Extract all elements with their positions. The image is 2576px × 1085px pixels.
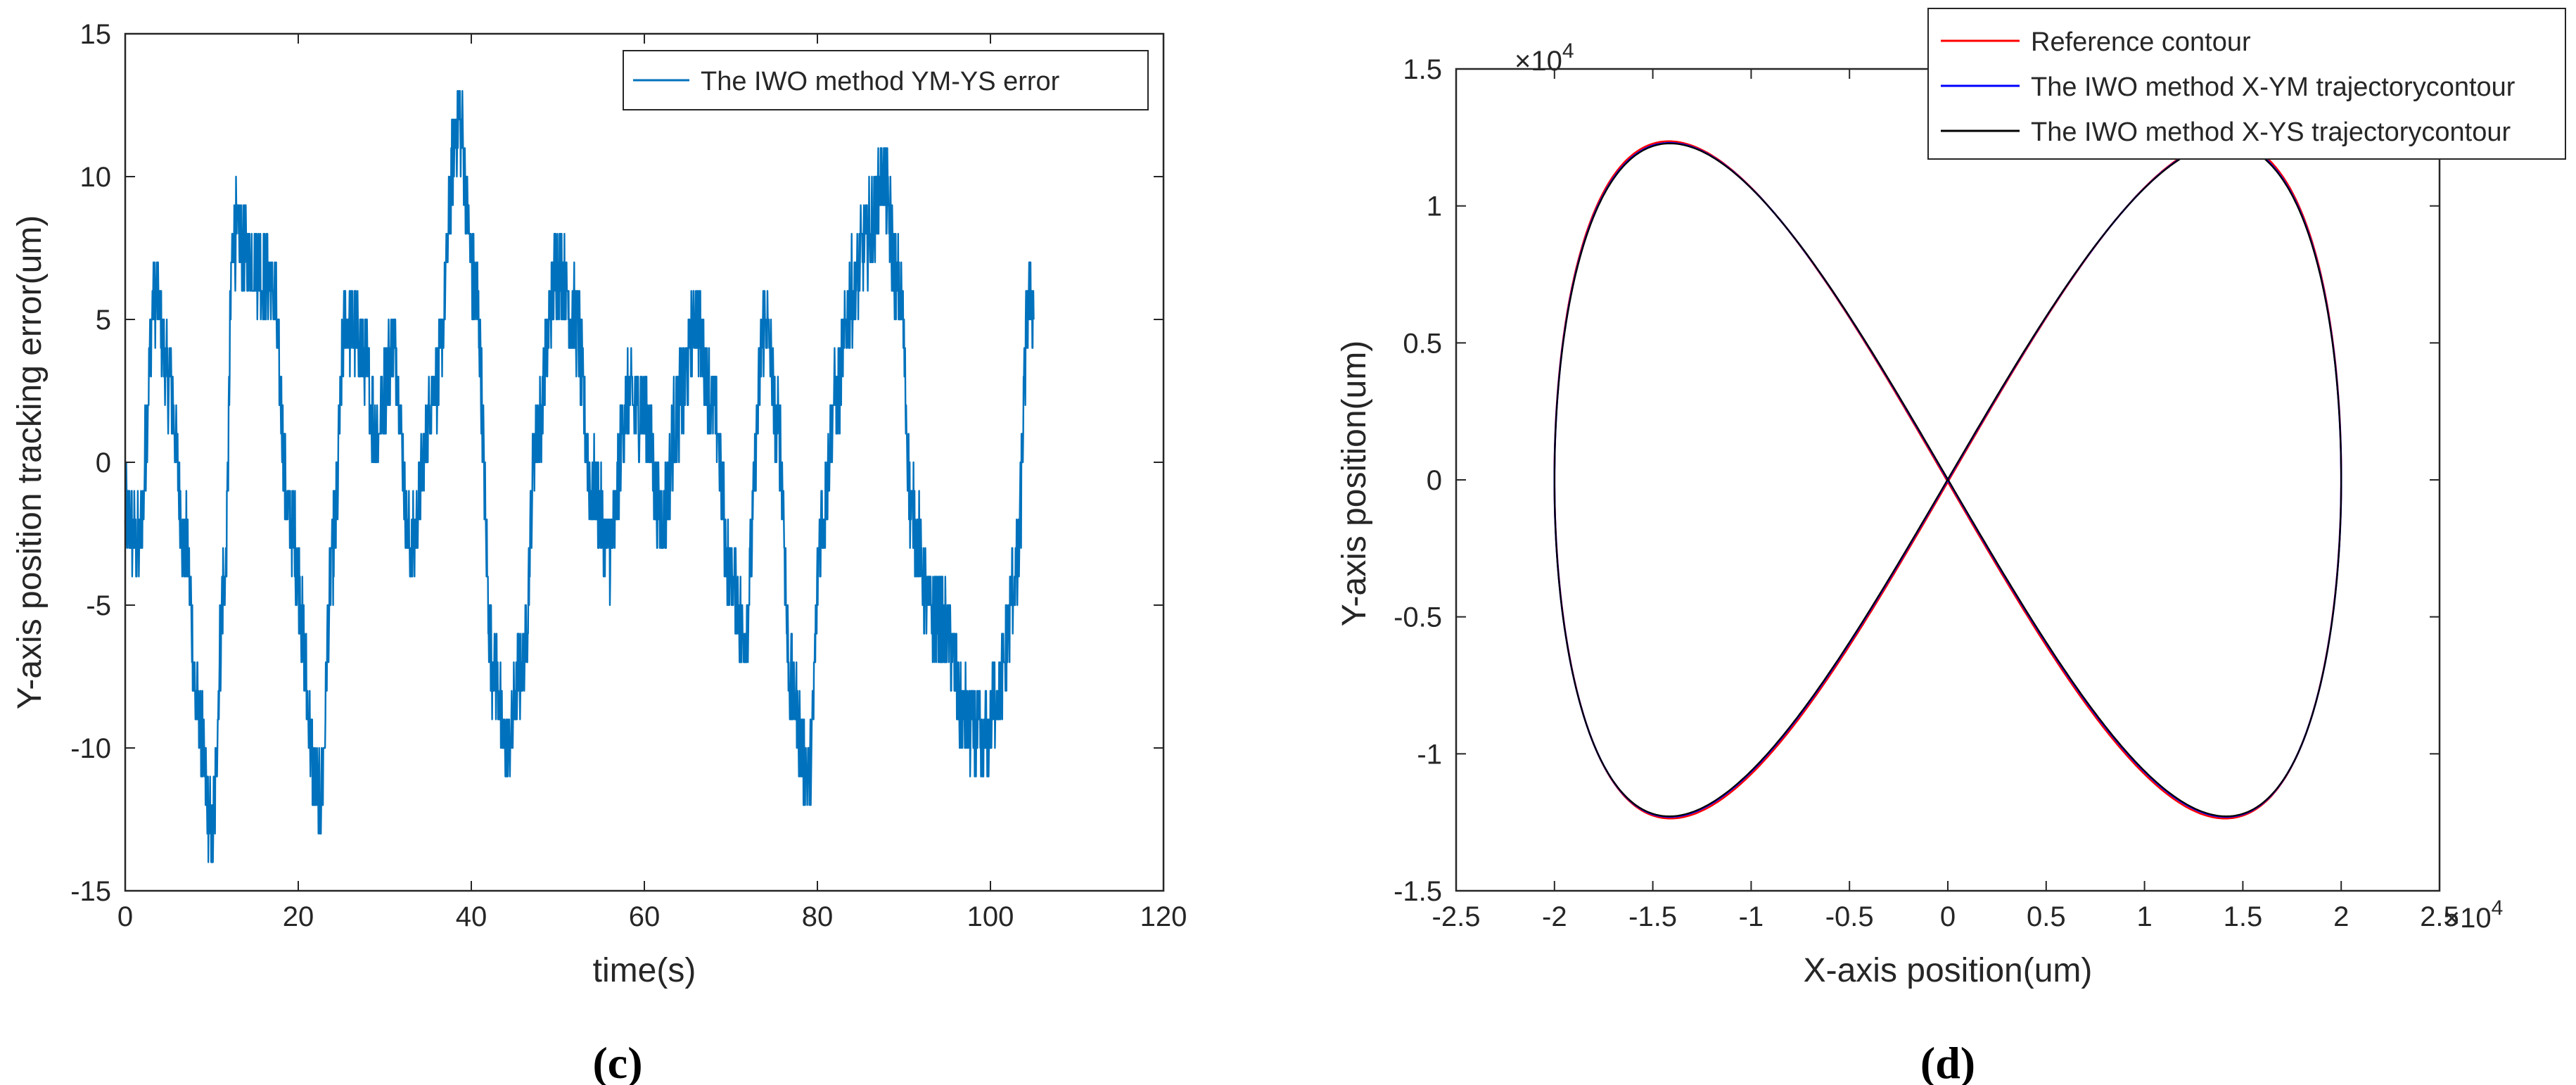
x-tick-label: 120 xyxy=(1140,901,1187,932)
y-axis-label: Y-axis position tracking error(um) xyxy=(11,215,49,709)
y-tick-label: 1 xyxy=(1427,191,1442,222)
y-tick-label: 0 xyxy=(1427,465,1442,496)
x-tick-label: 40 xyxy=(456,901,487,932)
x-tick-label: -1 xyxy=(1739,901,1764,932)
x-tick-label: 2.5 xyxy=(2420,901,2459,932)
panel-label: (c) xyxy=(592,1038,642,1085)
legend-label: The IWO method YM-YS error xyxy=(701,67,1060,96)
legend: The IWO method YM-YS error xyxy=(623,50,1149,110)
y-tick-label: 15 xyxy=(80,19,112,50)
legend-label: Reference contour xyxy=(2031,27,2251,57)
x-tick-label: -0.5 xyxy=(1825,901,1874,932)
y-tick-label: -0.5 xyxy=(1394,602,1442,633)
x-tick-label: 0 xyxy=(1940,901,1956,932)
x-axis-label: time(s) xyxy=(593,952,696,989)
series-line xyxy=(124,89,1035,863)
x-tick-label: 0.5 xyxy=(2027,901,2066,932)
y-tick-label: 0.5 xyxy=(1403,328,1442,359)
y-exponent-label: ×104 xyxy=(1515,39,1574,77)
x-tick-label: -2.5 xyxy=(1432,901,1481,932)
x-tick-label: 1.5 xyxy=(2224,901,2263,932)
x-tick-label: 100 xyxy=(967,901,1014,932)
x-axis-label: X-axis position(um) xyxy=(1804,952,2093,989)
legend-box xyxy=(1927,8,2566,160)
x-tick-label: 60 xyxy=(629,901,661,932)
y-tick-label: -5 xyxy=(86,590,111,621)
y-tick-label: 5 xyxy=(96,305,111,336)
x-exponent-label: ×104 xyxy=(2444,896,2504,934)
x-tick-label: 20 xyxy=(283,901,314,932)
y-axis-label: Y-axis position(um) xyxy=(1336,341,1373,626)
chart-c: 0 20 40 60 80 100 120 -15 -10 -5 0 5 10 15 The IWO me… xyxy=(11,19,1187,1085)
chart-d: -2.5 -2 -1.5 -1 -0.5 0 0.5 1 1.5 2 2.5 -1.5 -1 -0.5 0 0… xyxy=(1336,8,2566,1085)
y-tick-label: -1.5 xyxy=(1394,876,1442,907)
y-tick-label: 1.5 xyxy=(1403,54,1442,85)
x-tick-label: -1.5 xyxy=(1628,901,1677,932)
plot-area xyxy=(125,34,1163,891)
y-tick-label: -1 xyxy=(1417,739,1442,770)
panel-label: (d) xyxy=(1920,1038,1975,1085)
y-tick-label: 0 xyxy=(96,448,111,478)
series-line-group xyxy=(124,89,1035,863)
x-tick-label: 80 xyxy=(802,901,834,932)
y-tick-label: -15 xyxy=(70,876,111,907)
y-tick-label: 10 xyxy=(80,162,112,193)
tick-group: 0 20 40 60 80 100 120 -15 -10 -5 0 5 10 15 xyxy=(70,19,1187,932)
series-line xyxy=(1553,142,2342,818)
y-tick-label: -10 xyxy=(70,733,111,764)
legend: Reference contour The IWO method X-YM tra… xyxy=(1927,8,2566,160)
series-line-group xyxy=(1553,140,2342,820)
x-tick-label: 0 xyxy=(117,901,133,932)
legend-label: The IWO method X-YS trajectorycontour xyxy=(2031,118,2511,147)
tick-group: -2.5 -2 -1.5 -1 -0.5 0 0.5 1 1.5 2 2.5 -1.5 -1 -0.5 0 0… xyxy=(1394,54,2459,932)
legend-label: The IWO method X-YM trajectorycontour xyxy=(2031,72,2516,102)
x-tick-label: -2 xyxy=(1542,901,1567,932)
x-tick-label: 1 xyxy=(2136,901,2152,932)
legend-box xyxy=(623,50,1149,110)
x-tick-label: 2 xyxy=(2333,901,2349,932)
